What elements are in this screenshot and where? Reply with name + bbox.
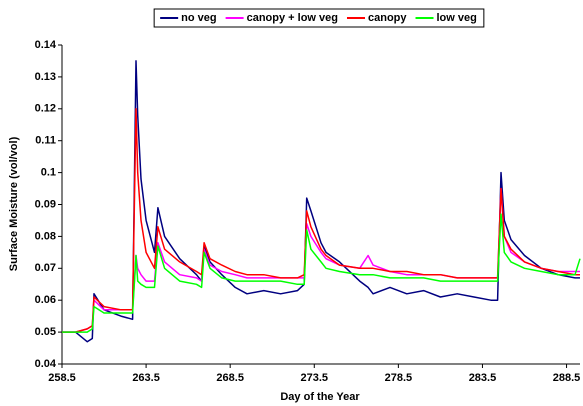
y-tick-label: 0.12: [35, 103, 56, 115]
y-tick-label: 0.05: [35, 326, 56, 338]
legend-label: no veg: [181, 12, 216, 24]
x-tick-label: 258.5: [48, 372, 76, 384]
x-tick-label: 288.5: [553, 372, 581, 384]
y-tick-label: 0.04: [35, 358, 57, 370]
series-line: [62, 108, 580, 333]
y-tick-label: 0.11: [35, 135, 56, 147]
x-tick-label: 278.5: [385, 372, 413, 384]
y-tick-label: 0.1: [41, 167, 56, 179]
y-tick-label: 0.07: [35, 262, 56, 274]
legend-label: low veg: [437, 12, 477, 24]
legend-label: canopy: [368, 12, 407, 24]
y-tick-label: 0.13: [35, 71, 56, 83]
y-axis-label: Surface Moisture (vol/vol): [8, 136, 20, 271]
x-tick-label: 273.5: [301, 372, 329, 384]
y-tick-label: 0.06: [35, 294, 56, 306]
legend-label: canopy + low veg: [247, 12, 338, 24]
x-tick-label: 268.5: [216, 372, 244, 384]
legend-box: [153, 8, 485, 28]
y-tick-label: 0.14: [35, 39, 57, 51]
series-line: [62, 213, 581, 333]
legend: no veg canopy + low veg canopy low veg: [153, 8, 485, 28]
x-tick-label: 283.5: [469, 372, 497, 384]
x-tick-label: 263.5: [132, 372, 160, 384]
x-axis-label: Day of the Year: [280, 391, 360, 403]
y-tick-label: 0.08: [35, 230, 56, 242]
series-line: [62, 60, 580, 343]
y-tick-label: 0.09: [35, 198, 56, 210]
